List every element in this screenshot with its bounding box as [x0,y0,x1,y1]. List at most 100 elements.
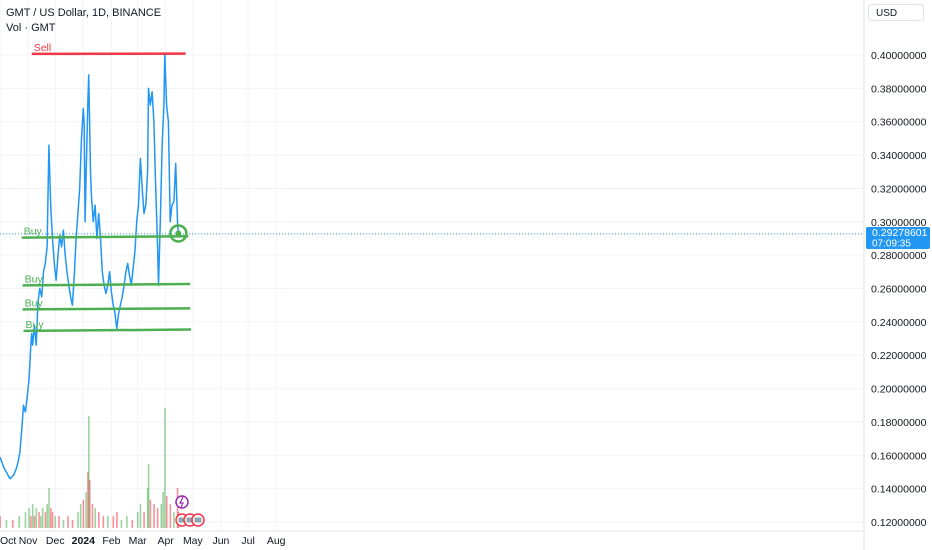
flag-icon [178,517,186,523]
volume-bar [0,516,1,528]
volume-bar [139,504,142,528]
volume-bar [31,504,34,528]
buy-level-line[interactable] [22,282,191,287]
volume-bar [107,516,109,528]
y-tick-label: 0.22000000 [871,350,927,362]
flash-event-icon[interactable] [175,495,189,509]
volume-bar [46,504,48,528]
y-tick-label: 0.12000000 [871,517,927,529]
x-tick-label: Oct [0,535,16,547]
x-tick-label: Jul [241,535,254,547]
buy-level-line[interactable] [22,307,191,311]
x-tick-label: Mar [129,535,148,547]
volume-bar [149,500,152,528]
buy-level-line[interactable] [21,235,189,239]
x-tick-label: 2024 [72,535,96,547]
volume-bar [40,516,42,528]
volume-bar [44,512,47,528]
current-price-marker[interactable] [169,224,188,243]
volume-bar [33,516,36,528]
flag-icon [186,517,194,523]
volume-bar [41,508,44,528]
volume-bar [131,520,134,528]
last-price-value: 0.29278601 [872,227,928,239]
volume-bar [120,520,123,528]
volume-bar [143,512,145,528]
y-tick-label: 0.18000000 [871,417,927,429]
x-tick-label: Dec [46,535,65,547]
symbol-title[interactable]: GMT / US Dollar, 1D, BINANCE [6,7,162,19]
y-tick-label: 0.40000000 [871,50,927,62]
volume-bar [94,508,96,528]
volume-bar [18,516,20,528]
buy-level-label: Buy [25,297,44,309]
volume-bar [176,488,179,528]
volume-bar [136,512,139,528]
event-icons[interactable] [175,495,205,527]
y-tick-label: 0.26000000 [871,284,927,296]
y-tick-label: 0.24000000 [871,317,927,329]
y-tick-label: 0.34000000 [871,150,927,162]
sell-level-label: Sell [34,42,52,54]
volume-bars [0,408,180,528]
volume-bar [67,516,69,528]
volume-bar [162,492,164,528]
chart-legend: GMT / US Dollar, 1D, BINANCE Vol · GMT [6,6,161,36]
volume-bar [88,416,90,528]
x-tick-label: Aug [267,535,286,547]
y-tick-label: 0.30000000 [871,217,927,229]
volume-bar [54,516,57,528]
volume-bar [35,508,38,528]
y-tick-label: 0.14000000 [871,484,927,496]
grid [0,0,864,531]
volume-bar [165,496,168,528]
last-price-badge: 0.29278601 07:09:35 [866,227,930,250]
y-tick-label: 0.32000000 [871,183,927,195]
volume-bar [5,520,8,528]
volume-bar [147,464,150,528]
currency-button[interactable]: USD [868,4,924,21]
price-line [0,52,180,480]
volume-bar [146,488,149,528]
price-axis[interactable]: 0.40000000 0.38000000 0.36000000 0.34000000… [871,50,927,529]
volume-bar [28,508,30,528]
last-price-badge-bg [866,227,930,249]
last-point-dot [175,230,182,237]
volume-indicator-label[interactable]: Vol · GMT [6,22,56,34]
flag-icon [194,517,202,523]
volume-bar [102,516,105,528]
volume-bar [169,504,172,528]
volume-bar [153,504,155,528]
volume-bar [51,512,54,528]
buy-level-label: Buy [24,226,43,238]
volume-bar [62,520,65,528]
x-tick-label: Jun [212,535,229,547]
y-tick-label: 0.28000000 [871,250,927,262]
x-tick-label: Feb [102,535,120,547]
x-tick-label: May [183,535,204,547]
buy-level-label: Buy [25,273,44,285]
x-tick-label: Nov [19,535,38,547]
volume-bar [24,512,27,528]
x-tick-label: Apr [158,535,175,547]
volume-bar [126,516,128,528]
lightning-icon [179,496,184,508]
buy-level-label: Buy [26,319,45,331]
y-tick-label: 0.38000000 [871,83,927,95]
volume-bar [156,508,159,528]
last-point-circle[interactable] [169,224,188,243]
y-tick-label: 0.20000000 [871,384,927,396]
volume-bar [30,516,32,528]
drawn-levels[interactable]: Sell Buy Buy Buy Buy [21,42,192,333]
volume-bar [91,504,94,528]
volume-bar [173,512,175,528]
volume-bar [50,508,52,528]
volume-bar [160,504,163,528]
buy-level-line[interactable] [23,328,192,333]
time-axis[interactable]: Oct Nov Dec 2024 Feb Mar Apr May Jun Jul Aug [0,535,286,547]
price-line-layer [0,52,864,480]
volume-bar [116,512,118,528]
volume-bar [58,516,60,528]
volume-bar [88,480,91,528]
